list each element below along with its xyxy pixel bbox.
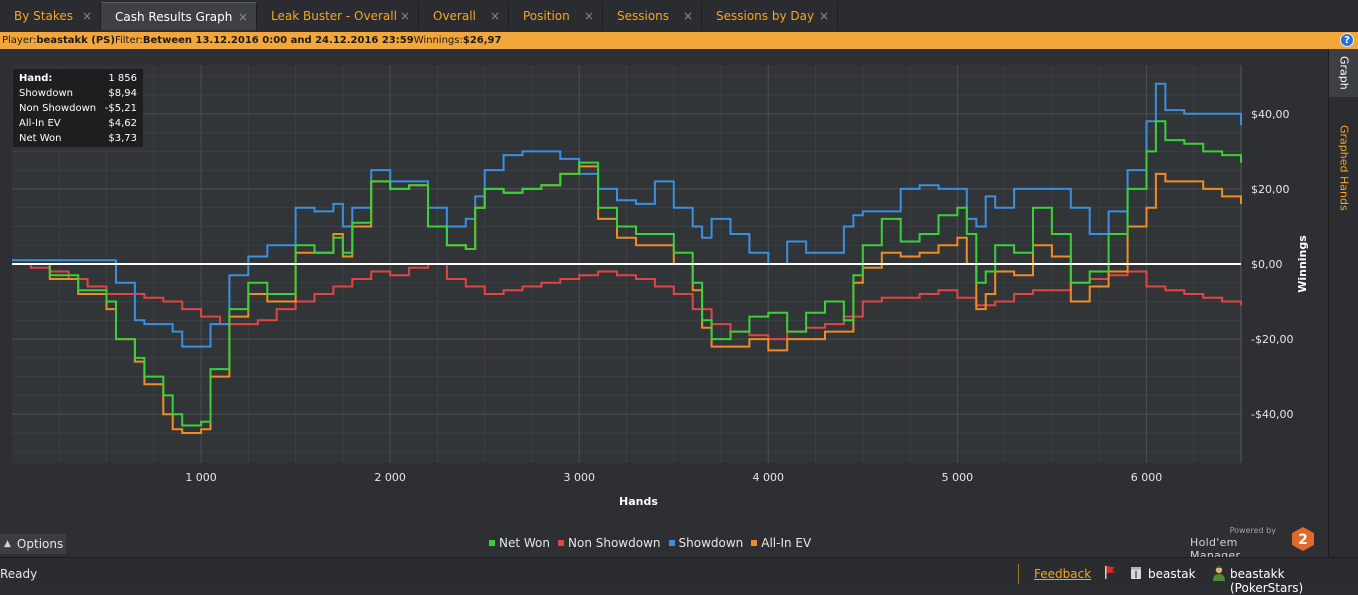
chart-area: 1 000 2 000 3 000 4 000 5 000 6 000 $40,00 $20,… (0, 49, 1328, 557)
winnings-value: $26,97 (462, 35, 502, 46)
x-tick-label: 2 000 (374, 471, 406, 484)
status-text: Ready (0, 567, 38, 581)
tab-sessions[interactable]: Sessions × (603, 2, 702, 30)
player-value: beastakk (PS) (36, 35, 115, 46)
player-name: beastakk (PokerStars) (1230, 567, 1304, 595)
legend-swatch (489, 540, 495, 546)
close-icon[interactable]: × (583, 9, 594, 23)
close-icon[interactable]: × (81, 9, 92, 23)
legend-swatch (751, 540, 758, 546)
stat-row-net-won: Net Won $3,73 (19, 131, 137, 145)
tab-label: Cash Results Graph (115, 9, 233, 24)
legend-all-in-ev[interactable]: All-In EV (751, 536, 811, 550)
player-avatar-icon (1213, 566, 1225, 581)
series-line-showdown (12, 82, 1242, 348)
powered-by-logo: Powered by Hold'em Manager 2 (1190, 526, 1314, 562)
legend-label: Showdown (678, 536, 744, 550)
x-tick-label: 4 000 (753, 471, 785, 484)
tab-sessions-by-day[interactable]: Sessions by Day × (702, 2, 838, 30)
stat-row-all-in-ev: All-In EV $4,62 (19, 116, 137, 130)
tab-position[interactable]: Position × (509, 2, 603, 30)
side-tab-graph[interactable]: Graph (1329, 49, 1358, 97)
stat-key: Showdown (19, 87, 73, 99)
flag-icon[interactable] (1104, 565, 1116, 579)
x-tick-label: 6 000 (1131, 471, 1163, 484)
winnings-label: Winnings: (413, 35, 463, 46)
close-icon[interactable]: × (682, 9, 693, 23)
filter-value: Between 13.12.2016 0:00 and 24.12.2016 2… (142, 35, 414, 46)
stat-key: Net Won (19, 132, 62, 144)
x-tick-label: 5 000 (942, 471, 974, 484)
legend-swatch (558, 540, 564, 546)
legend-label: Net Won (499, 536, 550, 550)
legend-swatch (668, 540, 675, 546)
legend-non-showdown[interactable]: Non Showdown (558, 536, 661, 550)
status-separator (1018, 564, 1019, 584)
tab-label: Leak Buster - Overall (271, 9, 397, 23)
tab-bar: By Stakes × Cash Results Graph × Leak Bu… (0, 0, 1358, 33)
hover-stats-box: Hand: 1 856 Showdown $8,94 Non Showdown -$5… (13, 69, 143, 147)
database-icon (1131, 567, 1141, 579)
stat-value: $3,73 (108, 132, 137, 144)
filter-bar: Player: beastakk (PS) Filter: Between 13… (0, 32, 1358, 49)
stat-value: 1 856 (108, 72, 137, 84)
player-label: Player: (2, 35, 37, 46)
stat-value: $4,62 (108, 117, 137, 129)
close-icon[interactable]: × (818, 9, 829, 23)
stat-row-non-showdown: Non Showdown -$5,21 (19, 101, 137, 115)
feedback-link[interactable]: Feedback (1034, 567, 1092, 581)
tab-by-stakes[interactable]: By Stakes × (0, 2, 101, 30)
series-line-net-won (12, 120, 1242, 427)
stat-value: $8,94 (108, 87, 137, 99)
close-icon[interactable]: × (399, 9, 410, 23)
tab-label: Position (523, 9, 570, 23)
filter-label: Filter: (114, 35, 143, 46)
tab-cash-results-graph[interactable]: Cash Results Graph × (101, 2, 257, 30)
legend-showdown[interactable]: Showdown (668, 536, 744, 550)
tab-label: By Stakes (14, 9, 73, 23)
legend-net-won[interactable]: Net Won (489, 536, 550, 550)
options-label: Options (16, 537, 64, 551)
stat-value: -$5,21 (104, 102, 137, 114)
y-tick-label: $20,00 (1251, 183, 1290, 196)
svg-text:2: 2 (1298, 532, 1308, 548)
stat-row-hand: Hand: 1 856 (19, 71, 137, 85)
side-tab-strip: Graph Graphed Hands (1328, 49, 1358, 557)
x-axis-title: Hands (619, 495, 658, 508)
close-icon[interactable]: × (489, 9, 500, 23)
status-bar: Ready Feedback beastak beastakk (PokerSt… (0, 557, 1358, 595)
tab-label: Overall (433, 9, 476, 23)
results-chart[interactable]: 1 000 2 000 3 000 4 000 5 000 6 000 $40,00 $20,… (0, 49, 1328, 557)
chevron-up-icon: ▲ (4, 539, 11, 549)
y-tick-label: $40,00 (1251, 108, 1290, 121)
y-axis-title: Winnings (1296, 235, 1309, 293)
database-name: beastak (1148, 567, 1196, 581)
tab-leak-buster-overall[interactable]: Leak Buster - Overall × (257, 2, 419, 30)
tab-label: Sessions by Day (716, 9, 815, 23)
legend-label: Non Showdown (568, 536, 661, 550)
y-tick-label: -$40,00 (1251, 408, 1293, 421)
y-tick-label: $0,00 (1251, 258, 1283, 271)
side-tab-graphed-hands[interactable]: Graphed Hands (1337, 125, 1351, 211)
close-icon[interactable]: × (237, 9, 248, 24)
chart-legend: Net Won Non Showdown Showdown All-In EV (489, 536, 811, 550)
legend-label: All-In EV (761, 536, 812, 550)
options-button[interactable]: ▲ Options (0, 534, 66, 554)
x-tick-label: 3 000 (563, 471, 595, 484)
stat-key: All-In EV (19, 117, 61, 129)
tab-label: Sessions (617, 9, 670, 23)
powered-by-text: Powered by (1229, 526, 1276, 535)
hm2-logo-icon: 2 (1292, 527, 1314, 551)
x-tick-label: 1 000 (185, 471, 217, 484)
stat-key: Non Showdown (19, 102, 97, 114)
stat-key: Hand: (19, 72, 53, 84)
y-tick-label: -$20,00 (1251, 333, 1293, 346)
stat-row-showdown: Showdown $8,94 (19, 86, 137, 100)
help-icon[interactable]: ? (1340, 33, 1354, 47)
tab-overall[interactable]: Overall × (419, 2, 509, 30)
